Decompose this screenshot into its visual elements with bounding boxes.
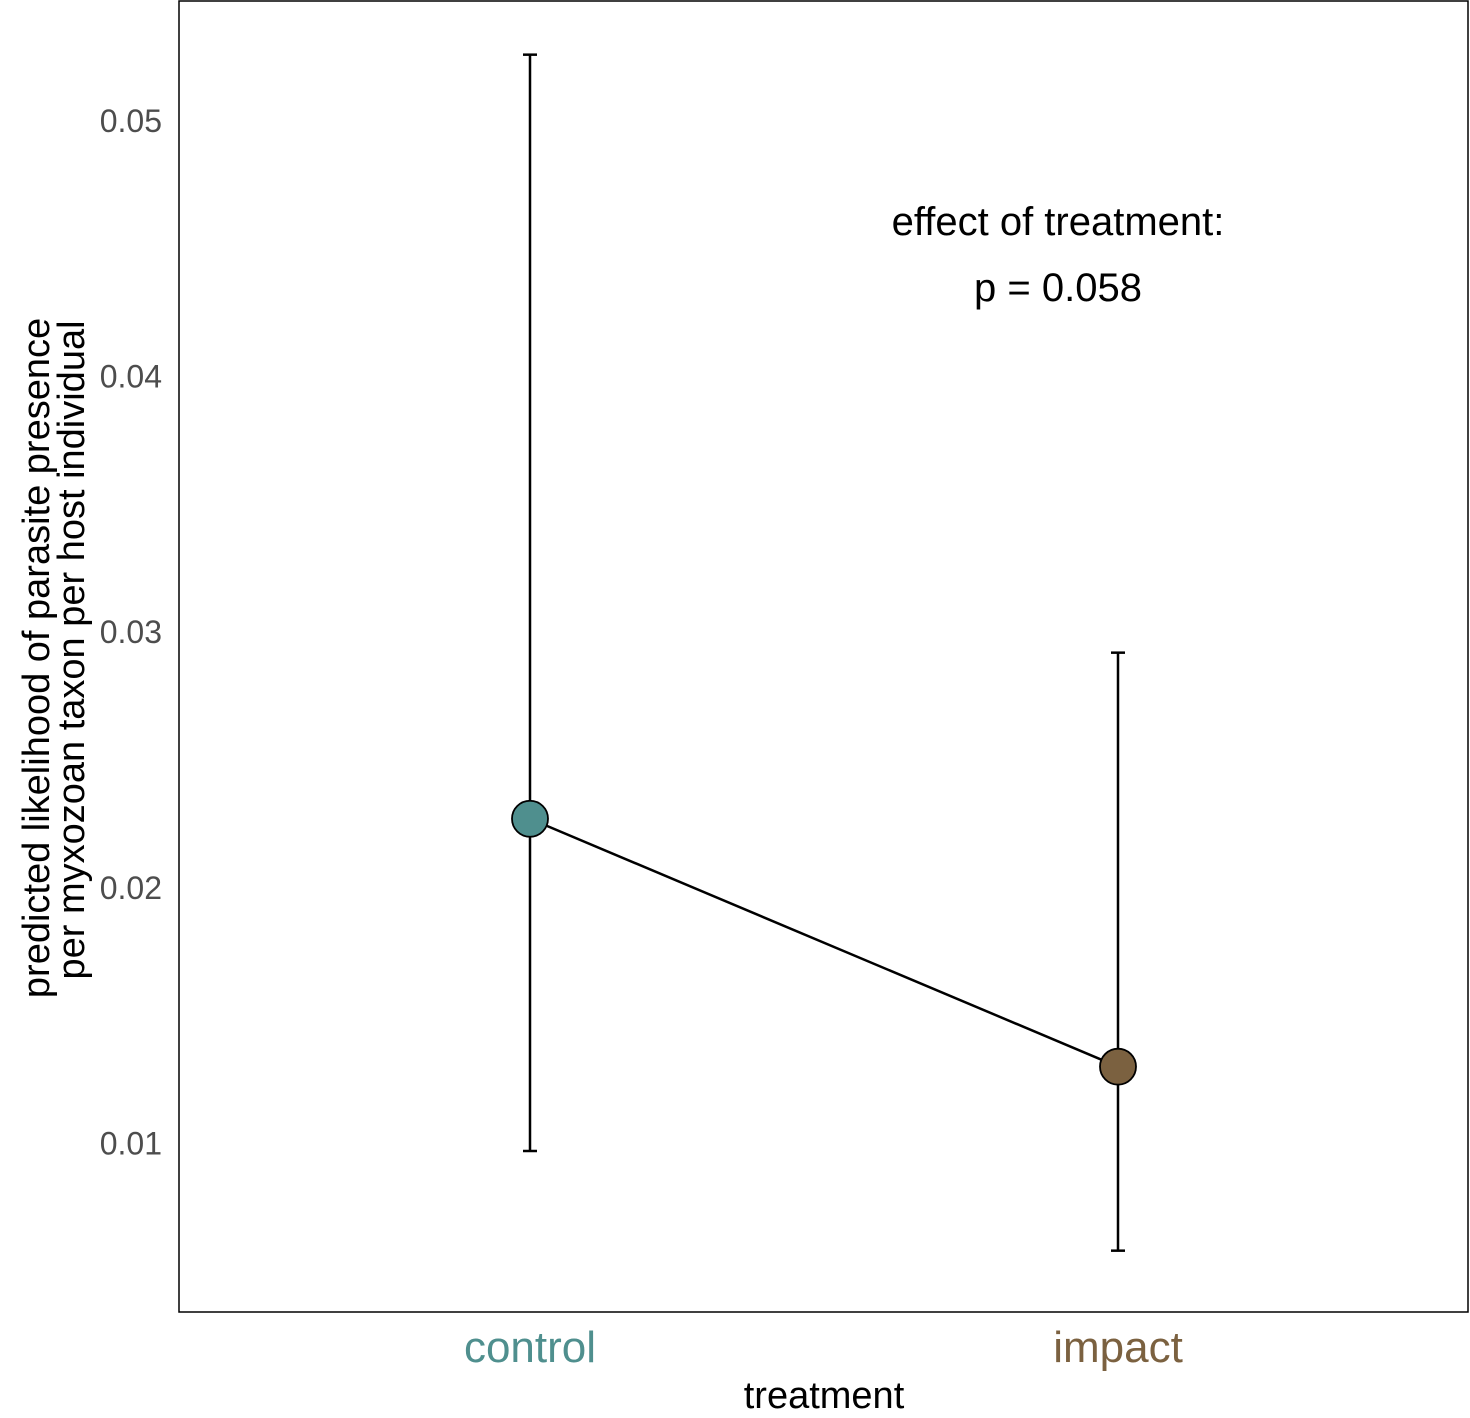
point-impact (1099, 1047, 1137, 1086)
y-axis-title-line-1: predicted likelihood of parasite presenc… (16, 318, 58, 998)
y-axis-title-line-2: per myxozoan taxon per host individual (51, 320, 93, 979)
y-tick-label-2: 0.03 (100, 614, 162, 650)
y-tick-label-0: 0.01 (100, 1125, 162, 1161)
y-tick-label-3: 0.04 (100, 359, 162, 395)
y-tick-label-4: 0.05 (100, 103, 162, 139)
x-category-label-control: control (464, 1323, 596, 1372)
x-category-label-impact: impact (1053, 1323, 1183, 1372)
plot-panel-border (178, 0, 1469, 1313)
series-line (529, 817, 1119, 1068)
point-control (511, 799, 549, 838)
x-axis-title: treatment (744, 1375, 905, 1417)
y-tick-label-1: 0.02 (100, 870, 162, 906)
annotation-line-2: p = 0.058 (974, 266, 1142, 310)
annotation-line-1: effect of treatment: (892, 200, 1225, 244)
